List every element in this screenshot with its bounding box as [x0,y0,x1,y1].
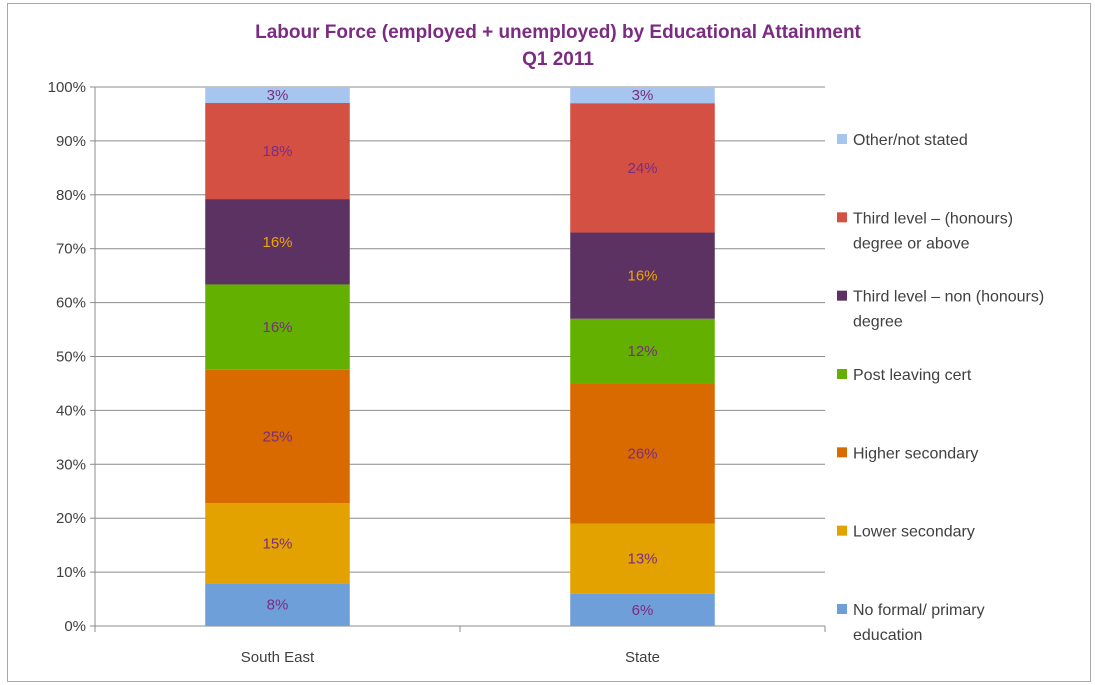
chart-title: Labour Force (employed + unemployed) by … [255,22,861,43]
bar-data-label: 16% [262,319,292,336]
bar-data-label: 8% [267,597,289,614]
x-category-label: State [625,649,660,666]
chart-svg: Labour Force (employed + unemployed) by … [48,22,1045,666]
bar-segment [570,318,715,384]
bar-segment [205,503,350,584]
y-tick-label: 40% [56,402,86,419]
legend-label: Higher secondary [853,445,978,462]
legend-swatch [837,212,847,223]
bar-data-label: 24% [627,160,657,177]
bar-data-label: 25% [262,429,292,446]
bars-layer: 8% 15% 25% 16% 16% 18% 3% 6% 13% 26% 12% 16% 24% 3% [205,87,715,626]
bar-segment [570,593,715,626]
chart-subtitle: Q1 2011 [522,49,594,70]
legend-label: Third level – (honours) [853,210,1013,227]
legend-swatch [837,290,847,301]
axis-layer: 0% 10% 20% 30% 40% 50% 60% 70% 80% 90% 100% South E… [48,79,826,666]
y-tick-label: 20% [56,510,86,527]
chart-frame: Labour Force (employed + unemployed) by … [7,3,1091,682]
bar-data-label: 3% [267,87,289,104]
legend-layer: Other/not stated Third level – (honours) d… [837,132,1044,644]
legend-swatch [837,369,847,379]
bar-segment [205,87,350,104]
bar-data-label: 16% [627,268,657,285]
legend-label: education [853,627,922,644]
bar-data-label: 6% [632,602,654,619]
bar-segment [205,103,350,200]
y-tick-label: 10% [56,564,86,581]
bar-segment [570,383,715,524]
legend-swatch [837,604,847,614]
legend-swatch [837,134,847,144]
y-tick-label: 60% [56,295,86,312]
legend-swatch [837,447,847,458]
legend-label: Third level – non (honours) [853,289,1044,306]
bar-data-label: 12% [627,343,657,360]
bar-segment [205,199,350,285]
bar-segment [205,284,350,370]
legend-label: Other/not stated [853,132,968,149]
y-tick-label: 100% [48,79,86,96]
legend-label: No formal/ primary [853,602,985,619]
bar-data-label: 16% [262,234,292,251]
grid-layer [95,86,825,573]
legend-label: degree [853,314,903,331]
y-tick-label: 0% [64,618,86,635]
bar-segment [570,103,715,233]
bar-data-label: 26% [627,446,657,463]
y-tick-label: 70% [56,241,86,258]
legend-label: degree or above [853,235,970,252]
bar-segment [570,232,715,319]
y-tick-label: 90% [56,133,86,150]
bar-segment [205,583,350,626]
bar-data-label: 18% [262,143,292,160]
y-tick-label: 50% [56,349,86,366]
legend-label: Lower secondary [853,524,975,541]
x-category-label: South East [241,649,315,666]
legend-swatch [837,525,847,536]
bar-segment [570,87,715,104]
bar-segment [205,369,350,504]
legend-label: Post leaving cert [853,367,972,384]
bar-segment [570,523,715,594]
bar-data-label: 13% [627,551,657,568]
y-tick-label: 30% [56,456,86,473]
bar-data-label: 3% [632,87,654,104]
bar-data-label: 15% [262,535,292,552]
y-tick-label: 80% [56,187,86,204]
